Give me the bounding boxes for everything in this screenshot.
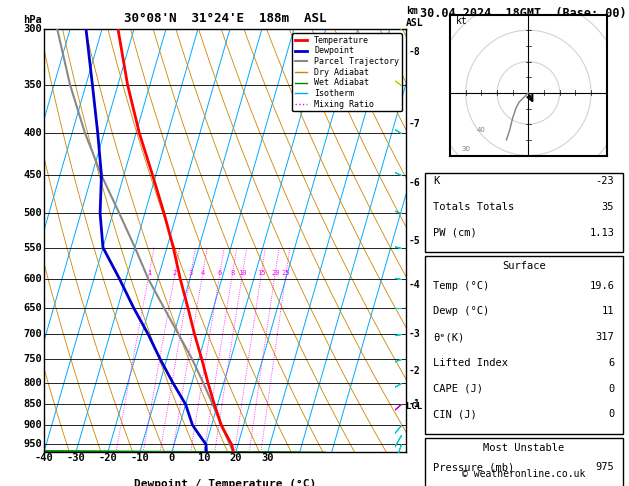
Text: 600: 600: [23, 274, 42, 284]
Text: -30: -30: [67, 453, 86, 463]
Text: θᵉ(K): θᵉ(K): [433, 332, 464, 342]
Text: 30.04.2024  18GMT  (Base: 00): 30.04.2024 18GMT (Base: 00): [420, 7, 627, 20]
Text: 975: 975: [596, 462, 615, 472]
Text: Dewpoint / Temperature (°C): Dewpoint / Temperature (°C): [134, 480, 316, 486]
Text: 800: 800: [23, 378, 42, 387]
Text: -5: -5: [409, 236, 421, 246]
Legend: Temperature, Dewpoint, Parcel Trajectory, Dry Adiabat, Wet Adiabat, Isotherm, Mi: Temperature, Dewpoint, Parcel Trajectory…: [292, 34, 401, 111]
Text: 3: 3: [189, 270, 193, 276]
Text: 450: 450: [23, 170, 42, 180]
Text: 317: 317: [596, 332, 615, 342]
Text: 6: 6: [608, 358, 615, 368]
Text: -8: -8: [409, 48, 421, 57]
Text: 19.6: 19.6: [589, 280, 615, 291]
Text: PW (cm): PW (cm): [433, 228, 477, 238]
Text: 10: 10: [238, 270, 247, 276]
Text: 0: 0: [169, 453, 175, 463]
Text: K: K: [433, 176, 439, 187]
Bar: [425, 437, 623, 486]
Text: 750: 750: [23, 354, 42, 364]
Text: 11: 11: [602, 306, 615, 316]
Text: 15: 15: [257, 270, 265, 276]
Text: 25: 25: [282, 270, 291, 276]
Text: -40: -40: [35, 453, 53, 463]
Text: Dewp (°C): Dewp (°C): [433, 306, 489, 316]
Text: km
ASL: km ASL: [406, 6, 423, 28]
Text: 650: 650: [23, 303, 42, 313]
Text: 900: 900: [23, 420, 42, 430]
Text: Most Unstable: Most Unstable: [483, 443, 564, 453]
Text: kt: kt: [456, 16, 468, 26]
Text: -2: -2: [409, 366, 421, 376]
Text: LCL: LCL: [406, 402, 422, 411]
Text: 4: 4: [201, 270, 205, 276]
Text: -1: -1: [409, 399, 421, 409]
Text: 1: 1: [147, 270, 152, 276]
Bar: [425, 173, 623, 252]
Text: Lifted Index: Lifted Index: [433, 358, 508, 368]
Text: -10: -10: [131, 453, 149, 463]
Text: Surface: Surface: [502, 261, 545, 271]
Text: 1.13: 1.13: [589, 228, 615, 238]
Text: 40: 40: [477, 127, 486, 134]
Text: 6: 6: [218, 270, 222, 276]
Text: -4: -4: [409, 280, 421, 290]
Text: 20: 20: [230, 453, 242, 463]
Bar: [425, 256, 623, 434]
Text: 20: 20: [271, 270, 279, 276]
Text: Temp (°C): Temp (°C): [433, 280, 489, 291]
Text: CIN (J): CIN (J): [433, 409, 477, 419]
Text: CAPE (J): CAPE (J): [433, 383, 483, 394]
Text: -6: -6: [409, 178, 421, 188]
Text: -7: -7: [409, 119, 421, 129]
Text: 850: 850: [23, 399, 42, 409]
Text: 500: 500: [23, 208, 42, 218]
Text: 8: 8: [230, 270, 235, 276]
Text: 30: 30: [461, 146, 470, 152]
Text: 400: 400: [23, 128, 42, 138]
Text: 2: 2: [173, 270, 177, 276]
Text: 10: 10: [198, 453, 210, 463]
Text: 0: 0: [608, 383, 615, 394]
Text: 300: 300: [23, 24, 42, 34]
Text: -20: -20: [99, 453, 118, 463]
Text: -23: -23: [596, 176, 615, 187]
Text: 35: 35: [602, 202, 615, 212]
Text: hPa: hPa: [23, 15, 42, 25]
Text: © weatheronline.co.uk: © weatheronline.co.uk: [462, 469, 586, 479]
Text: 350: 350: [23, 80, 42, 90]
Text: 0: 0: [608, 409, 615, 419]
Text: 30: 30: [262, 453, 274, 463]
Text: 950: 950: [23, 439, 42, 450]
Text: Pressure (mb): Pressure (mb): [433, 462, 515, 472]
Text: -3: -3: [409, 330, 421, 339]
Text: 30°08'N  31°24'E  188m  ASL: 30°08'N 31°24'E 188m ASL: [124, 12, 326, 25]
Text: 700: 700: [23, 330, 42, 339]
Text: Totals Totals: Totals Totals: [433, 202, 515, 212]
Text: 550: 550: [23, 243, 42, 253]
